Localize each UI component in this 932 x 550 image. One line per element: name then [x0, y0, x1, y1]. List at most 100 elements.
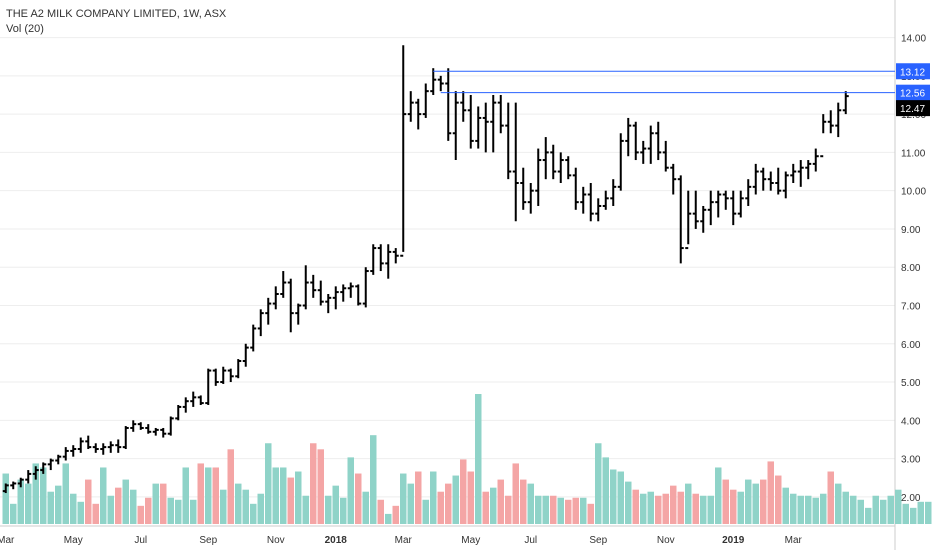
- ohlc-bar: [235, 359, 242, 379]
- volume-bar: [227, 449, 234, 524]
- ohlc-bar: [632, 121, 639, 161]
- volume-bar: [827, 471, 834, 524]
- volume-bar: [820, 493, 827, 524]
- volume-bar: [707, 495, 714, 524]
- ohlc-bar: [775, 167, 782, 195]
- ohlc-bar: [340, 284, 347, 302]
- ohlc-bar: [505, 102, 512, 180]
- ohlc-bar: [220, 366, 227, 384]
- volume-bar: [475, 394, 482, 524]
- y-tick-label: 3.00: [901, 455, 921, 466]
- ohlc-bar: [377, 244, 384, 272]
- ohlc-bar: [587, 183, 594, 222]
- volume-bar: [40, 467, 47, 524]
- ohlc-bar: [280, 271, 287, 298]
- ohlc-bar: [107, 441, 114, 453]
- volume-bar: [587, 503, 594, 524]
- volume-bar: [730, 489, 737, 524]
- volume-bar: [865, 507, 872, 524]
- x-tick-label: Sep: [199, 535, 217, 546]
- ohlc-bar: [715, 190, 722, 218]
- volume-bar: [190, 499, 197, 524]
- volume-bar: [340, 497, 347, 524]
- ohlc-bar: [812, 148, 819, 172]
- ohlc-bar: [452, 91, 459, 161]
- volume-bar: [722, 479, 729, 524]
- y-tick-label: 11.00: [901, 148, 926, 159]
- volume-bar: [182, 467, 189, 524]
- ohlc-bar: [242, 343, 249, 367]
- volume-bar: [347, 457, 354, 524]
- volume-bar: [47, 491, 54, 524]
- volume-bar: [122, 479, 129, 524]
- ohlc-bar: [227, 368, 234, 383]
- ohlc-bar: [302, 265, 309, 310]
- volume-bar: [77, 501, 84, 524]
- volume-bar: [400, 473, 407, 524]
- x-tick-label: 2018: [325, 535, 348, 546]
- volume-bar: [392, 505, 399, 524]
- ohlc-bar: [385, 244, 392, 279]
- volume-bar: [782, 487, 789, 524]
- volume-bar: [362, 491, 369, 524]
- volume-bar: [640, 493, 647, 524]
- volume-bar: [745, 479, 752, 524]
- volume-bar: [355, 473, 362, 524]
- ohlc-bar: [797, 160, 804, 187]
- ohlc-bar: [835, 102, 842, 138]
- volume-bar: [812, 497, 819, 524]
- volume-bar: [332, 485, 339, 524]
- ohlc-bar: [752, 163, 759, 195]
- y-tick-label: 14.00: [901, 34, 926, 45]
- hline-label: 12.56: [900, 89, 925, 100]
- volume-bar: [460, 459, 467, 524]
- ohlc-bar: [145, 424, 152, 434]
- volume-bar: [760, 479, 767, 524]
- volume-bar: [220, 489, 227, 524]
- ohlc-bar: [730, 190, 737, 226]
- x-tick-label: Jul: [524, 535, 537, 546]
- ohlc-bar: [137, 422, 144, 430]
- y-tick-label: 9.00: [901, 225, 921, 236]
- volume-bar: [92, 503, 99, 524]
- ohlc-bar: [790, 163, 797, 184]
- hline-label: 13.12: [900, 67, 925, 78]
- ohlc-bar: [722, 190, 729, 210]
- x-tick-label: May: [461, 535, 480, 546]
- ohlc-bar: [535, 148, 542, 206]
- ohlc-bar: [77, 437, 84, 453]
- ohlc-bar: [355, 284, 362, 306]
- volume-bar: [317, 449, 324, 524]
- volume-bar: [70, 493, 77, 524]
- ohlc-bar: [182, 397, 189, 413]
- volume-bar: [902, 503, 909, 524]
- volume-bar: [62, 463, 69, 524]
- volume-bar: [115, 487, 122, 524]
- volume-bar: [655, 495, 662, 524]
- ohlc-bar: [820, 114, 827, 158]
- volume-bar: [272, 467, 279, 524]
- ohlc-bar: [92, 443, 99, 453]
- ohlc-bar: [610, 179, 617, 206]
- volume-bar: [415, 471, 422, 524]
- volume-label: Vol (20): [6, 23, 44, 35]
- ohlc-bar: [445, 68, 452, 141]
- volume-bar: [212, 467, 219, 524]
- last-price-bg: [896, 100, 930, 117]
- ohlc-bar: [572, 167, 579, 210]
- ohlc-bar: [310, 274, 317, 298]
- ohlc-bar: [662, 140, 669, 172]
- ohlc-bar: [122, 426, 129, 450]
- volume-bar: [872, 495, 879, 524]
- volume-bar: [32, 463, 39, 524]
- volume-bar: [542, 495, 549, 524]
- ohlc-bar: [460, 91, 467, 122]
- volume-bar: [610, 469, 617, 524]
- ohlc-bar: [565, 156, 572, 180]
- volume-bar: [422, 499, 429, 524]
- volume-bar: [265, 443, 272, 524]
- hline-label-bg: [896, 84, 930, 101]
- chart-title: THE A2 MILK COMPANY LIMITED, 1W, ASX: [6, 8, 227, 20]
- ohlc-bar: [10, 481, 17, 490]
